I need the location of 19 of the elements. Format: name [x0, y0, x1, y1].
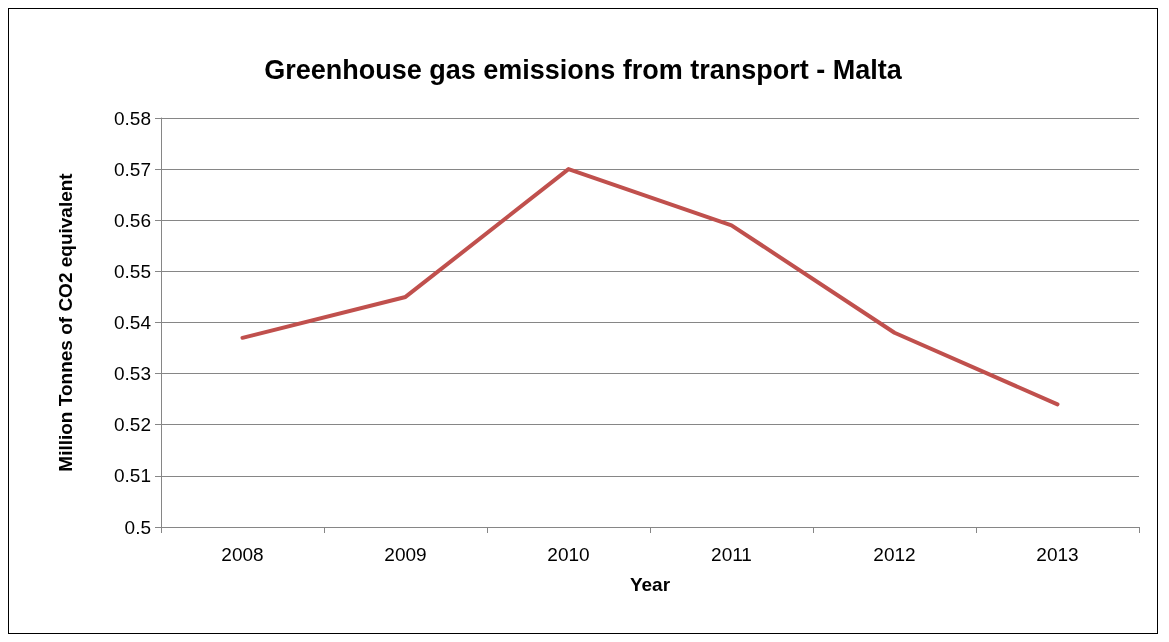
y-tick-label: 0.53: [114, 363, 151, 385]
y-tick-label: 0.54: [114, 312, 152, 333]
y-tick-label: 0.52: [114, 414, 151, 436]
y-axis-title: Million Tonnes of CO2 equivalent: [55, 172, 76, 472]
x-tick-label: 2012: [873, 544, 916, 565]
y-tick-label: 0.57: [114, 158, 151, 180]
x-tick-label: 2013: [1036, 544, 1079, 565]
line-series: [240, 167, 1060, 407]
y-tick-label: 0.56: [114, 209, 151, 231]
x-tick-label: 2009: [384, 544, 427, 565]
y-tick-label: 0.5: [124, 516, 151, 538]
y-tick-label: 0.55: [114, 260, 151, 282]
x-tick-label: 2008: [221, 544, 264, 565]
x-axis-title: Year: [629, 574, 671, 595]
x-tick-label: 2010: [547, 544, 590, 565]
y-tick-label: 0.51: [114, 465, 151, 487]
chart-title: Greenhouse gas emissions from transport - Malta: [264, 54, 903, 85]
y-tick-label: 0.58: [114, 107, 151, 129]
x-tick-label: 2011: [711, 544, 752, 565]
